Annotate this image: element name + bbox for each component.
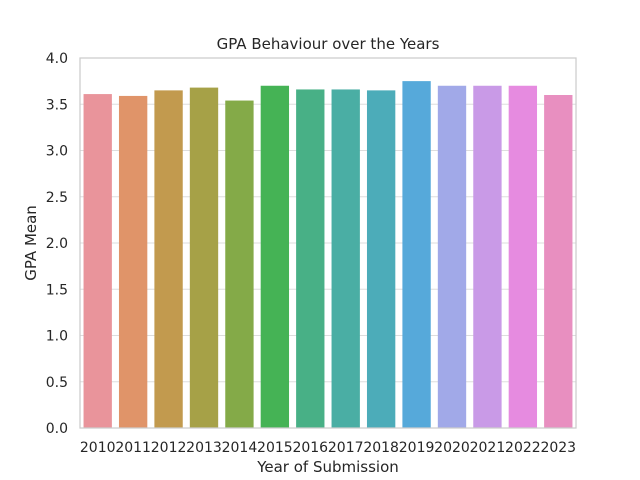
x-tick-label: 2023	[540, 440, 576, 456]
x-tick-label: 2014	[222, 440, 258, 456]
y-tick-label: 4.0	[46, 51, 68, 67]
x-tick-label: 2013	[186, 440, 222, 456]
x-tick-label: 2019	[399, 440, 435, 456]
y-tick-labels: 0.0 0.5 1.0 1.5 2.0 2.5 3.0 3.5 4.0	[46, 51, 68, 437]
x-tick-label: 2017	[328, 440, 364, 456]
x-tick-label: 2011	[115, 440, 151, 456]
chart-title: GPA Behaviour over the Years	[217, 35, 440, 53]
x-axis-label: Year of Submission	[256, 458, 399, 476]
y-tick-label: 2.0	[46, 236, 68, 252]
y-axis-label: GPA Mean	[22, 205, 40, 281]
bar-2016	[296, 89, 325, 428]
bar-2011	[118, 95, 148, 429]
x-tick-label: 2015	[257, 440, 293, 456]
bar-2023	[544, 95, 573, 428]
bar-2013	[189, 87, 219, 428]
x-tick-label: 2021	[470, 440, 506, 456]
plot-frame	[79, 57, 577, 429]
y-tick-label: 1.5	[46, 282, 68, 298]
bar-2017	[331, 89, 360, 428]
x-tick-label: 2012	[151, 440, 187, 456]
x-tick-label: 2016	[292, 440, 328, 456]
bar-2020	[437, 85, 467, 428]
bar-2019	[402, 81, 431, 428]
bar-2010	[83, 94, 112, 428]
bars	[83, 81, 573, 429]
x-tick-label: 2018	[363, 440, 399, 456]
x-tick-label: 2010	[80, 440, 116, 456]
x-tick-label: 2020	[434, 440, 470, 456]
y-tick-label: 3.0	[46, 144, 68, 160]
y-tick-label: 0.0	[46, 421, 68, 437]
x-tick-label: 2022	[505, 440, 541, 456]
y-tick-label: 3.5	[46, 97, 68, 113]
bar-2015	[260, 85, 290, 428]
bar-2018	[366, 90, 396, 428]
bar-2022	[508, 85, 538, 428]
bar-2014	[225, 100, 254, 429]
y-tick-label: 1.0	[46, 329, 68, 345]
x-tick-labels: 2010 2011 2012 2013 2014 2015 2016 2017 2018 2019…	[80, 440, 576, 456]
bar-2021	[473, 85, 502, 428]
y-tick-label: 2.5	[46, 190, 68, 206]
y-tick-label: 0.5	[46, 375, 68, 391]
bar-2012	[154, 90, 183, 428]
